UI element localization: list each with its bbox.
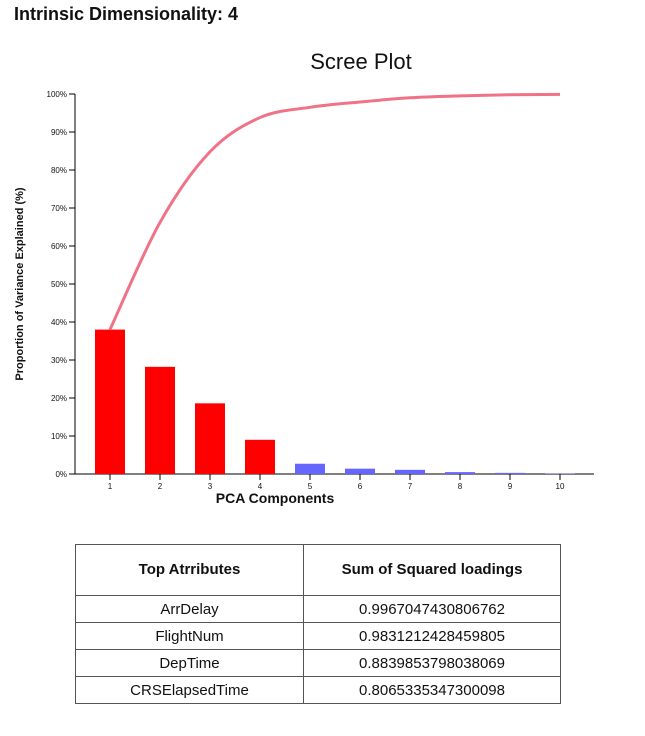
loading-cell: 0.9967047430806762 (303, 595, 561, 623)
x-tick-label: 8 (458, 482, 463, 491)
bar-series (95, 329, 575, 474)
bar (195, 403, 225, 474)
attribute-cell: FlightNum (75, 622, 304, 650)
x-tick-label: 2 (158, 482, 163, 491)
x-tick-label: 9 (508, 482, 513, 491)
bar (145, 366, 175, 474)
x-tick-label: 7 (408, 482, 413, 491)
x-tick-label: 10 (556, 482, 565, 491)
chart-title: Scree Plot (310, 49, 412, 74)
bar (95, 329, 125, 474)
bar (295, 463, 325, 474)
y-tick-label: 10% (51, 432, 67, 441)
attribute-cell: DepTime (75, 649, 304, 677)
column-header-attribute: Top Atrributes (75, 544, 304, 596)
cumulative-variance-line (108, 92, 561, 331)
scree-plot: Scree Plot 0%10%20%30%40%50%60%70%80%90%… (14, 49, 594, 506)
y-tick-label: 80% (51, 166, 67, 175)
y-tick-label: 40% (51, 318, 67, 327)
top-attributes-table: Top Atrributes Sum of Squared loadings A… (75, 544, 561, 704)
y-tick-label: 100% (47, 90, 67, 99)
table-row: CRSElapsedTime 0.8065335347300098 (75, 676, 561, 704)
x-tick-label: 4 (258, 482, 263, 491)
y-tick-label: 50% (51, 280, 67, 289)
page-heading: Intrinsic Dimensionality: 4 (14, 4, 239, 24)
bar (245, 439, 275, 474)
y-tick-label: 70% (51, 204, 67, 213)
y-tick-label: 20% (51, 394, 67, 403)
bar (445, 472, 475, 474)
attribute-cell: CRSElapsedTime (75, 676, 304, 704)
y-tick-label: 0% (55, 470, 67, 479)
y-tick-label: 30% (51, 356, 67, 365)
column-header-loadings: Sum of Squared loadings (303, 544, 561, 596)
attribute-cell: ArrDelay (75, 595, 304, 623)
y-axis-title: Proportion of Variance Explained (%) (14, 187, 26, 380)
y-tick-label: 90% (51, 128, 67, 137)
y-tick-label: 60% (51, 242, 67, 251)
loading-cell: 0.8065335347300098 (303, 676, 561, 704)
table-row: DepTime 0.8839853798038069 (75, 649, 561, 677)
loading-cell: 0.9831212428459805 (303, 622, 561, 650)
table-row: ArrDelay 0.9967047430806762 (75, 595, 561, 623)
y-axis: 0% 10% 20% 30% 40% 50% 60% 70% 80% 90% 100% (47, 90, 76, 479)
table-header-row: Top Atrributes Sum of Squared loadings (75, 544, 561, 596)
loading-cell: 0.8839853798038069 (303, 649, 561, 677)
table-row: FlightNum 0.9831212428459805 (75, 622, 561, 650)
x-tick-label: 5 (308, 482, 313, 491)
x-tick-label: 1 (108, 482, 113, 491)
bar (395, 469, 425, 474)
x-axis: 1 2 3 4 5 6 7 8 9 10 (69, 473, 594, 491)
bar (495, 472, 525, 474)
bar (345, 468, 375, 474)
x-tick-label: 3 (208, 482, 213, 491)
x-tick-label: 6 (358, 482, 363, 491)
x-axis-title: PCA Components (216, 490, 335, 506)
